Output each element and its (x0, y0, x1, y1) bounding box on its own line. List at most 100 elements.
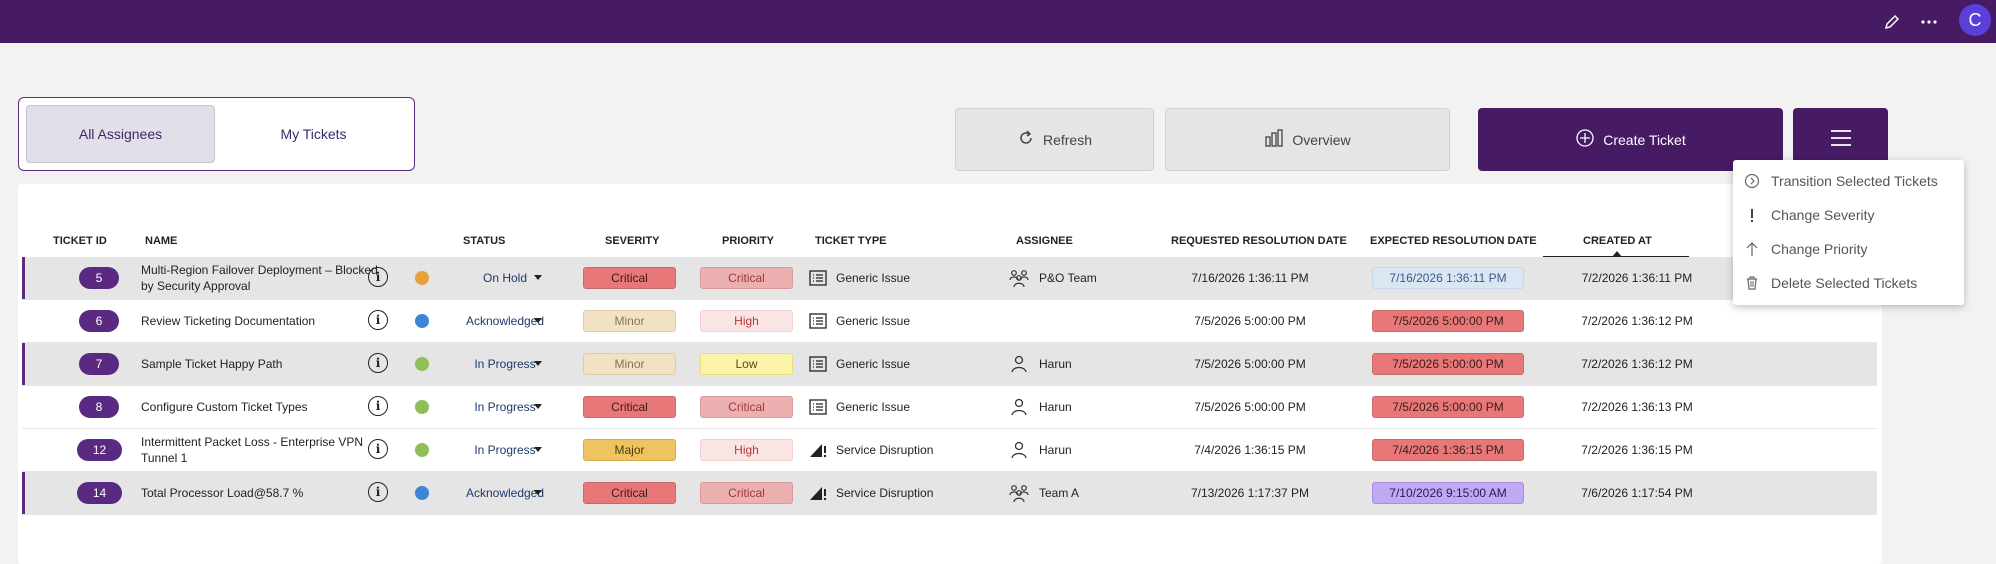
menu-item-delete[interactable]: Delete Selected Tickets (1743, 270, 1917, 296)
plus-circle-icon (1575, 128, 1595, 151)
person-icon (1009, 354, 1029, 374)
ticket-id-badge[interactable]: 12 (77, 439, 122, 461)
status-label[interactable]: Acknowledged (465, 486, 545, 500)
status-dropdown-icon[interactable] (534, 318, 542, 323)
ticket-type: Service Disruption (836, 443, 934, 457)
info-icon[interactable]: i (368, 310, 388, 330)
col-expected-date[interactable]: EXPECTED RESOLUTION DATE (1370, 235, 1537, 247)
ticket-id-badge[interactable]: 6 (79, 310, 119, 332)
ticket-name[interactable]: Multi-Region Failover Deployment – Block… (141, 263, 378, 293)
info-icon[interactable]: i (368, 482, 388, 502)
created-at: 7/2/2026 1:36:13 PM (1581, 400, 1693, 414)
assignee-name: Harun (1039, 443, 1072, 457)
status-label[interactable]: In Progress (474, 357, 536, 371)
col-assignee[interactable]: ASSIGNEE (1016, 235, 1073, 247)
generic-issue-icon (809, 313, 827, 329)
info-icon[interactable]: i (368, 396, 388, 416)
chevron-circle-icon (1743, 172, 1761, 190)
status-label[interactable]: Acknowledged (465, 314, 545, 328)
priority-badge: Low (700, 353, 793, 375)
status-dot (415, 443, 429, 457)
col-created-at[interactable]: CREATED AT (1583, 235, 1652, 247)
overview-button[interactable]: Overview (1165, 108, 1450, 171)
col-requested-date[interactable]: REQUESTED RESOLUTION DATE (1171, 235, 1347, 247)
status-dropdown-icon[interactable] (534, 404, 542, 409)
info-icon[interactable]: i (368, 353, 388, 373)
table-row[interactable]: 7 Sample Ticket Happy Path i In Progress… (22, 343, 1877, 385)
actions-menu: Transition Selected Tickets Change Sever… (1733, 160, 1964, 305)
status-dropdown-icon[interactable] (534, 275, 542, 280)
requested-date: 7/5/2026 5:00:00 PM (1194, 314, 1306, 328)
team-icon (1009, 483, 1029, 503)
my-tickets-option[interactable]: My Tickets (280, 126, 347, 142)
col-severity[interactable]: SEVERITY (605, 235, 660, 247)
person-icon (1009, 397, 1029, 417)
created-at: 7/2/2026 1:36:15 PM (1581, 443, 1693, 457)
col-ticket-type[interactable]: TICKET TYPE (815, 235, 887, 247)
table-row[interactable]: 6 Review Ticketing Documentation i Ackno… (22, 300, 1877, 342)
ticket-name[interactable]: Intermittent Packet Loss - Enterprise VP… (141, 435, 364, 465)
ticket-id-badge[interactable]: 7 (79, 353, 119, 375)
priority-badge: High (700, 439, 793, 461)
status-label[interactable]: In Progress (474, 443, 536, 457)
user-avatar[interactable]: C (1959, 4, 1991, 36)
pencil-icon[interactable] (1880, 10, 1904, 34)
severity-badge: Major (583, 439, 676, 461)
col-priority[interactable]: PRIORITY (722, 235, 774, 247)
table-row[interactable]: 14 Total Processor Load@58.7 % i Acknowl… (22, 472, 1877, 514)
sort-ascending-icon (1612, 251, 1622, 257)
arrow-up-icon (1743, 240, 1761, 258)
col-status[interactable]: STATUS (463, 235, 506, 247)
menu-item-transition[interactable]: Transition Selected Tickets (1743, 168, 1938, 194)
service-disruption-icon (809, 485, 827, 501)
info-icon[interactable]: i (368, 439, 388, 459)
generic-issue-icon (809, 270, 827, 286)
col-ticket-id[interactable]: TICKET ID (53, 235, 107, 247)
ticket-id-badge[interactable]: 8 (79, 396, 119, 418)
refresh-icon (1017, 129, 1035, 150)
ticket-id-badge[interactable]: 5 (79, 267, 119, 289)
status-label[interactable]: In Progress (474, 400, 536, 414)
row-divider (22, 471, 1877, 472)
table-row[interactable]: 5 Multi-Region Failover Deployment – Blo… (22, 257, 1877, 299)
status-dot (415, 400, 429, 414)
assignee-name: P&O Team (1039, 271, 1097, 285)
severity-badge: Critical (583, 396, 676, 418)
refresh-button[interactable]: Refresh (955, 108, 1154, 171)
ticket-type: Service Disruption (836, 486, 934, 500)
create-ticket-label: Create Ticket (1603, 131, 1686, 148)
severity-badge: Minor (583, 353, 676, 375)
col-name[interactable]: NAME (145, 235, 178, 247)
ticket-type: Generic Issue (836, 271, 911, 285)
status-label[interactable]: On Hold (482, 271, 528, 285)
created-at: 7/2/2026 1:36:11 PM (1581, 271, 1693, 285)
ticket-name[interactable]: Review Ticketing Documentation (141, 314, 316, 328)
expected-date-badge: 7/5/2026 5:00:00 PM (1372, 353, 1524, 375)
more-icon[interactable] (1917, 10, 1941, 34)
refresh-label: Refresh (1042, 131, 1093, 148)
info-icon[interactable]: i (368, 267, 388, 287)
expected-date-badge: 7/16/2026 1:36:11 PM (1372, 267, 1524, 289)
status-dot (415, 486, 429, 500)
trash-icon (1743, 274, 1761, 292)
status-dropdown-icon[interactable] (534, 447, 542, 452)
create-ticket-button[interactable]: Create Ticket (1478, 108, 1783, 171)
status-dropdown-icon[interactable] (534, 490, 542, 495)
menu-item-change-severity[interactable]: Change Severity (1743, 202, 1875, 228)
status-dropdown-icon[interactable] (534, 361, 542, 366)
ticket-name[interactable]: Total Processor Load@58.7 % (141, 486, 304, 500)
status-dot (415, 271, 429, 285)
menu-item-change-priority[interactable]: Change Priority (1743, 236, 1868, 262)
ticket-id-badge[interactable]: 14 (77, 482, 122, 504)
generic-issue-icon (809, 356, 827, 372)
exclamation-icon (1743, 206, 1761, 224)
all-assignees-option[interactable]: All Assignees (26, 105, 215, 163)
ticket-name[interactable]: Configure Custom Ticket Types (141, 400, 308, 414)
person-icon (1009, 440, 1029, 460)
table-row[interactable]: 8 Configure Custom Ticket Types i In Pro… (22, 386, 1877, 428)
ticket-name[interactable]: Sample Ticket Happy Path (141, 357, 283, 371)
table-row[interactable]: 12 Intermittent Packet Loss - Enterprise… (22, 429, 1877, 471)
menu-item-label: Change Priority (1771, 241, 1868, 257)
assignee-name: Harun (1039, 400, 1072, 414)
requested-date: 7/5/2026 5:00:00 PM (1194, 400, 1306, 414)
